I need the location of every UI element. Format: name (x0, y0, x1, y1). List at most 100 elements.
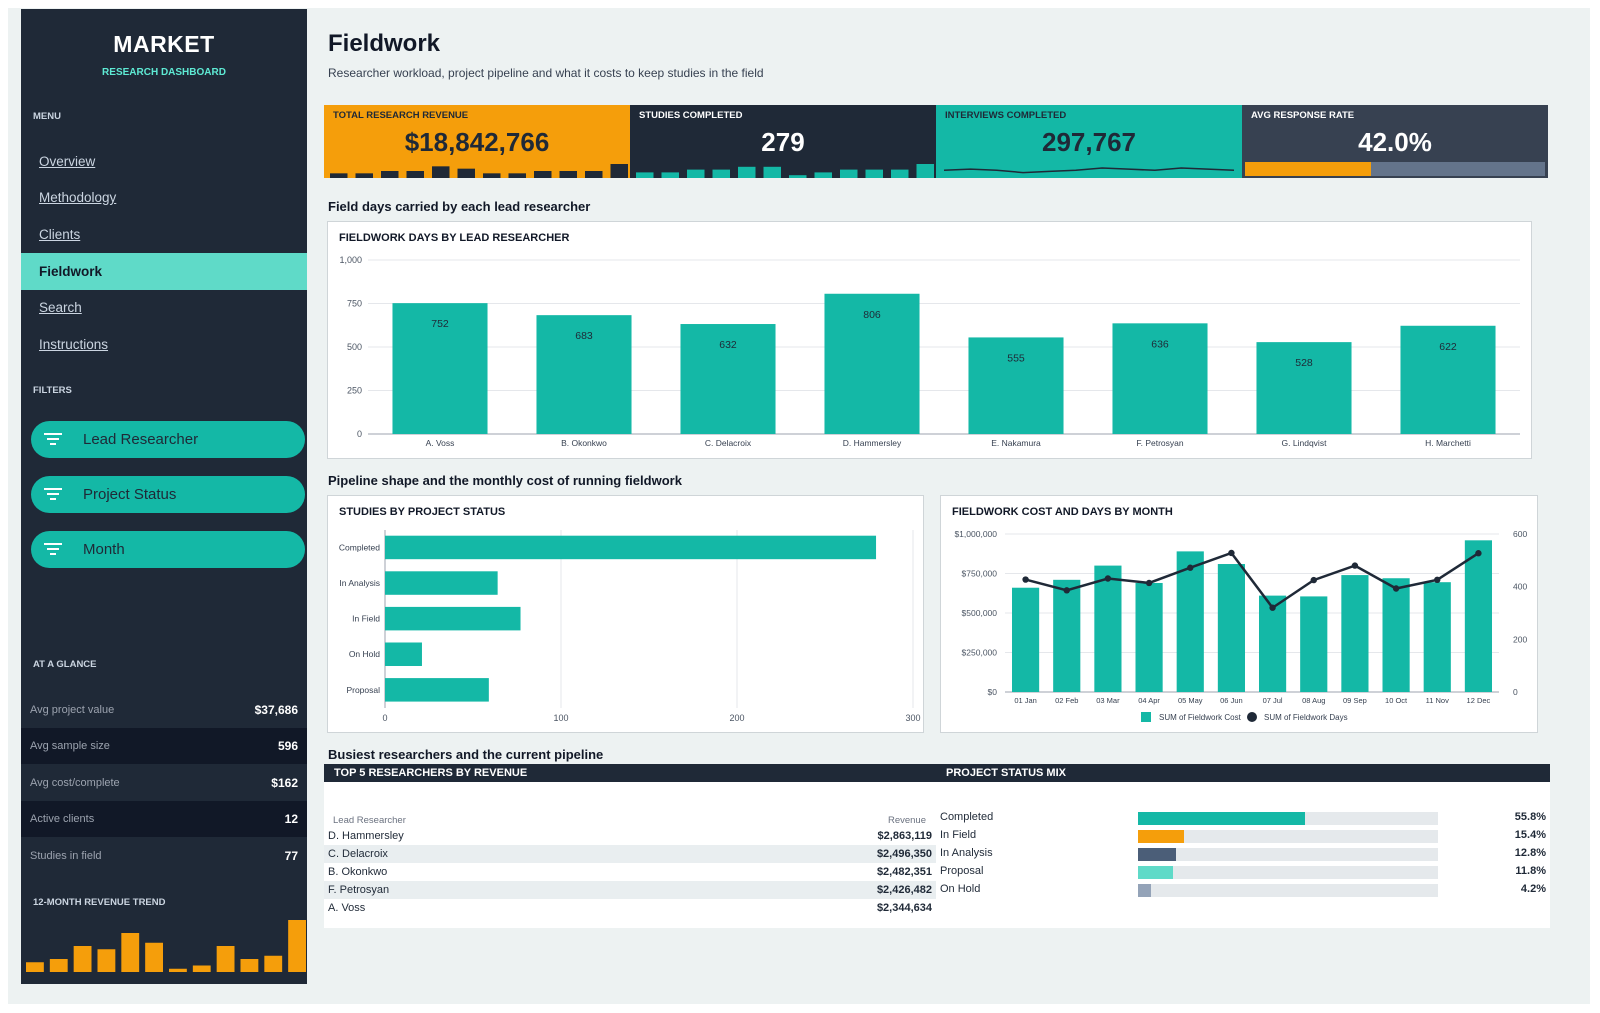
cell-name: F. Petrosyan (328, 884, 390, 896)
bar (1176, 551, 1204, 692)
section-heading-pipeline: Pipeline shape and the monthly cost of r… (328, 473, 682, 488)
revenue-trend-sparkline (26, 920, 306, 972)
mix-row: On Hold 4.2% (936, 881, 1550, 899)
filter-lead-researcher-button[interactable]: Lead Researcher (31, 421, 305, 458)
x-tick-label: 03 Mar (1096, 696, 1120, 705)
trend-bar (216, 946, 235, 972)
bar (536, 315, 632, 434)
x-tick-label: G. Lindqvist (1282, 438, 1328, 448)
table-row[interactable]: A. Voss $2,344,634 (324, 899, 936, 917)
cell-revenue: $2,863,119 (877, 830, 932, 842)
dashboard-window: MARKET RESEARCH DASHBOARD MENU Overview … (8, 8, 1590, 1004)
bar (385, 642, 422, 666)
kpi-label: TOTAL RESEARCH REVENUE (333, 110, 469, 121)
y-tick-label: 750 (347, 299, 362, 309)
bar (1300, 596, 1328, 692)
trend-bar (192, 965, 211, 972)
mix-percent: 15.4% (1514, 829, 1546, 841)
sidebar-item-search[interactable]: Search (39, 300, 82, 315)
sidebar-item-methodology[interactable]: Methodology (39, 190, 117, 205)
bar (680, 324, 776, 434)
x-tick-label: 100 (553, 713, 568, 723)
y-tick-label: $0 (988, 687, 998, 697)
line-point (1104, 575, 1112, 582)
bar (824, 293, 920, 434)
mix-percent: 4.2% (1520, 883, 1546, 895)
filter-label: Lead Researcher (83, 431, 199, 448)
glance-key: Active clients (30, 813, 95, 825)
cell-revenue: $2,344,634 (876, 902, 932, 914)
line-point (1022, 576, 1029, 583)
data-label: 636 (1151, 338, 1169, 350)
data-label: 555 (1007, 352, 1025, 364)
mix-label: Proposal (940, 865, 984, 877)
glance-value: 77 (284, 849, 298, 863)
status-bar-chart: 0 100 200 300 Completed In Analysis In Field On… (339, 530, 921, 723)
cell-name: D. Hammersley (328, 830, 404, 842)
table-row[interactable]: C. Delacroix $2,496,350 (324, 845, 936, 863)
spark-bar (687, 169, 705, 178)
table-row[interactable]: F. Petrosyan $2,426,482 (324, 881, 936, 899)
y2-tick-label: 400 (1513, 582, 1527, 592)
line-point (1269, 604, 1276, 611)
cell-name: C. Delacroix (328, 848, 388, 860)
kpi-interviews-completed: INTERVIEWS COMPLETED 297,767 (936, 105, 1242, 178)
glance-studies-in-field: Studies in field 77 (21, 838, 307, 874)
cell-name: A. Voss (328, 902, 366, 914)
trend-bar (121, 933, 140, 972)
spark-bar (636, 172, 654, 178)
table-row[interactable]: B. Okonkwo $2,482,351 (324, 863, 936, 881)
brand-title: MARKET (113, 31, 215, 57)
x-tick-label: 01 Jan (1014, 696, 1037, 705)
y-tick-label: $500,000 (962, 608, 998, 618)
trend-bar (145, 942, 163, 972)
table-row[interactable]: D. Hammersley $2,863,119 (324, 827, 936, 845)
glance-key: Avg cost/complete (30, 777, 120, 789)
spark-bar (891, 169, 909, 178)
cell-revenue: $2,496,350 (876, 848, 932, 860)
glance-active-clients: Active clients 12 (21, 801, 307, 837)
bar (392, 303, 488, 434)
series-line (1025, 551, 1480, 610)
spark-bar (330, 173, 348, 178)
bar (1382, 578, 1410, 692)
field-days-bar-chart: 0 250 500 750 1,000 752 A. Voss 683 B. Okonkwo 63… (339, 255, 1520, 448)
page-title: Fieldwork (328, 30, 441, 57)
mix-bar-track (1138, 884, 1438, 897)
cell-revenue: $2,426,482 (876, 884, 932, 896)
filter-project-status-button[interactable]: Project Status (31, 476, 305, 513)
mix-bar-fill (1138, 884, 1151, 897)
glance-avg-project-value: Avg project value $37,686 (21, 692, 307, 728)
spark-bar (457, 168, 475, 178)
spark-bar (789, 175, 807, 178)
filter-month-button[interactable]: Month (31, 531, 305, 568)
mix-label: On Hold (940, 883, 981, 895)
y-tick-label: Proposal (346, 685, 380, 695)
x-tick-label: 10 Oct (1385, 696, 1408, 705)
sidebar-item-instructions[interactable]: Instructions (39, 337, 109, 352)
x-tick-label: C. Delacroix (705, 438, 752, 448)
sidebar-item-overview[interactable]: Overview (39, 154, 96, 169)
glance-value: $162 (271, 776, 298, 790)
y-tick-label: Completed (339, 542, 380, 552)
line-point (1475, 550, 1482, 557)
bar (385, 571, 498, 595)
sidebar-item-fieldwork[interactable]: Fieldwork (21, 253, 307, 290)
chart-card-field-days: FIELDWORK DAYS BY LEAD RESEARCHER 0 250 50… (327, 221, 1532, 459)
chart-card-status: STUDIES BY PROJECT STATUS 0 100 200 300 Comp… (327, 495, 924, 733)
cost-days-combo-chart: $0 $250,000 $500,000 $750,000 $1,000,000 0 200… (954, 529, 1527, 722)
y-tick-label: On Hold (349, 649, 380, 659)
bar (385, 678, 489, 702)
x-tick-label: A. Voss (426, 438, 455, 448)
kpi-total-revenue: TOTAL RESEARCH REVENUE $18,842,766 (324, 105, 630, 178)
legend-label: SUM of Fieldwork Cost (1159, 713, 1242, 722)
line-point (1145, 579, 1153, 587)
legend-swatch (1141, 712, 1151, 722)
trend-bar (169, 968, 187, 972)
response-rate-progress (1245, 162, 1545, 176)
glance-key: Avg sample size (30, 740, 110, 752)
sidebar-item-clients[interactable]: Clients (39, 227, 81, 242)
bar (1135, 582, 1163, 692)
kpi-avg-response-rate: AVG RESPONSE RATE 42.0% (1242, 105, 1548, 178)
y2-tick-label: 600 (1513, 529, 1527, 539)
